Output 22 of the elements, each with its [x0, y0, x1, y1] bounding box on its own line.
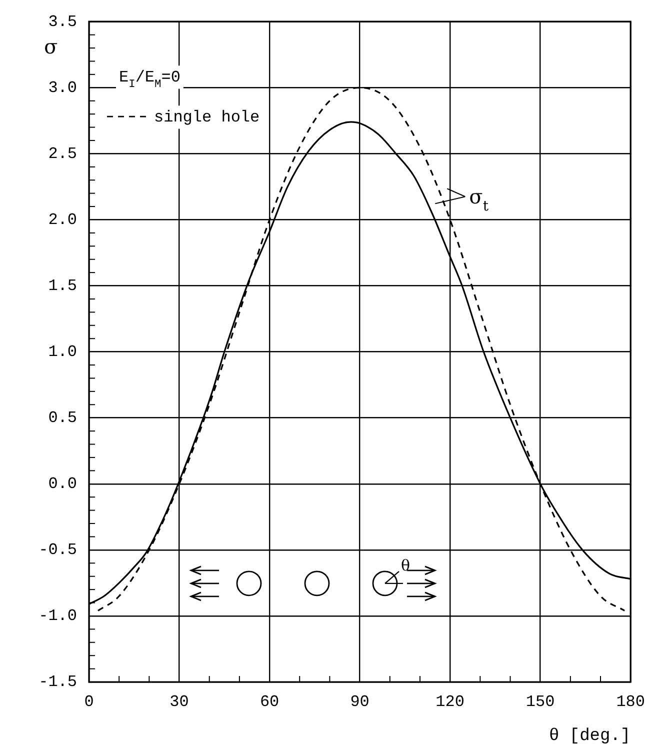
y-tick-label: 0.0 [48, 475, 77, 494]
y-tick-label: 3.5 [48, 12, 77, 31]
x-tick-label: 150 [526, 692, 555, 711]
y-tick-label: -0.5 [38, 541, 77, 560]
x-tick-label: 60 [260, 692, 280, 711]
y-tick-label: 2.0 [48, 210, 77, 229]
y-tick-label: 2.5 [48, 144, 77, 163]
x-tick-label: 90 [350, 692, 370, 711]
y-tick-label: 0.5 [48, 409, 77, 428]
x-axis-title: θ [deg.] [548, 727, 631, 746]
y-axis-title: σ [44, 34, 58, 59]
x-tick-label: 0 [84, 692, 94, 711]
y-tick-label: 1.5 [48, 276, 77, 295]
y-tick-label: -1.0 [38, 607, 77, 626]
x-tick-label: 30 [170, 692, 189, 711]
annotation: θ [401, 556, 410, 574]
x-tick-label: 120 [436, 692, 464, 711]
y-tick-label: 1.0 [48, 343, 77, 362]
y-tick-label: -1.5 [38, 673, 77, 692]
x-tick-label: 180 [616, 692, 646, 711]
legend-label: single hole [154, 108, 260, 127]
y-tick-label: 3.0 [48, 78, 77, 97]
